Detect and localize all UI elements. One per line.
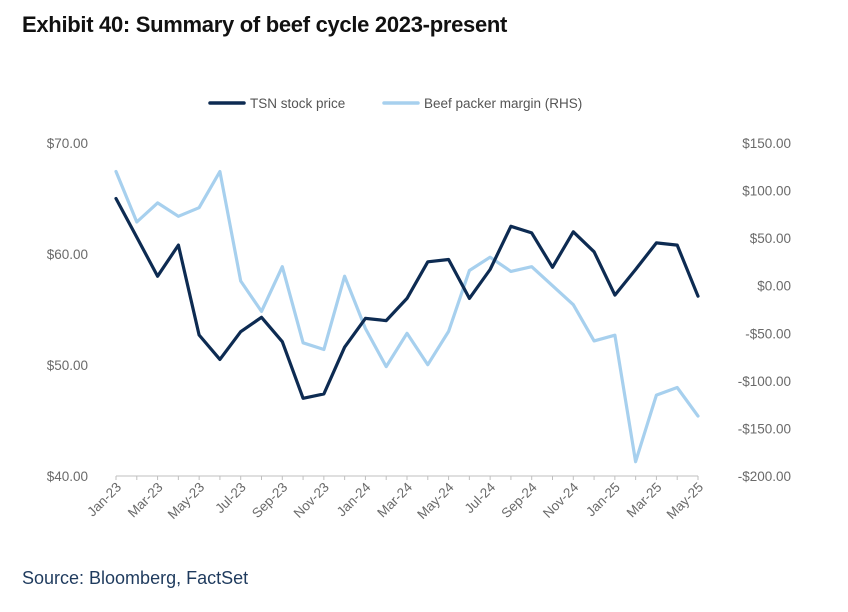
right-axis-tick-label: -$50.00: [745, 326, 791, 341]
x-axis-tick-label: Mar-23: [125, 480, 166, 521]
chart-title: Exhibit 40: Summary of beef cycle 2023-p…: [22, 12, 508, 37]
chart-legend: TSN stock price Beef packer margin (RHS): [208, 96, 582, 111]
x-axis: Jan-23 Mar-23 May-23 Jul-23 Sep-23 Nov-23 Jan-…: [84, 475, 706, 522]
right-axis-tick-label: $100.00: [742, 184, 791, 199]
source-note: Source: Bloomberg, FactSet: [22, 568, 249, 588]
x-axis-tick-label: Sep-24: [498, 479, 540, 521]
x-axis-tick-label: Jan-25: [583, 480, 623, 520]
x-axis-tick-label: Jul-23: [212, 480, 249, 517]
x-axis-tick-label: Mar-24: [374, 479, 415, 520]
x-axis-tick-label: May-23: [165, 480, 207, 522]
series-line-tsn-stock-price: [114, 196, 700, 400]
legend-item-margin-label: Beef packer margin (RHS): [424, 96, 582, 111]
right-axis-tick-label: $150.00: [742, 136, 791, 151]
x-axis-tick-label: Jan-23: [84, 480, 124, 520]
left-axis-tick-label: $40.00: [47, 469, 88, 484]
right-axis-tick-label: -$100.00: [738, 374, 791, 389]
x-axis-tick-label: May-25: [664, 480, 706, 522]
x-axis-tick-label: Sep-23: [249, 480, 290, 521]
series-group: [114, 169, 700, 464]
x-axis-tick-label: Nov-24: [540, 479, 582, 521]
x-axis-tick-label: Mar-25: [624, 480, 665, 521]
x-axis-tick-label: May-24: [414, 479, 457, 522]
left-axis-tick-label: $60.00: [47, 247, 88, 262]
right-axis-tick-label: -$200.00: [738, 469, 791, 484]
right-axis-tick-label: $50.00: [750, 231, 791, 246]
right-axis-tick-label: -$150.00: [738, 421, 791, 436]
left-y-axis: $70.00 $60.00 $50.00 $40.00: [47, 136, 88, 484]
right-axis-tick-label: $0.00: [757, 279, 791, 294]
left-axis-tick-label: $70.00: [47, 136, 88, 151]
x-axis-tick-label: Jul-24: [462, 479, 499, 516]
left-axis-tick-label: $50.00: [47, 358, 88, 373]
series-line-beef-packer-margin: [114, 169, 700, 464]
legend-item-tsn-label: TSN stock price: [250, 96, 345, 111]
right-y-axis: $150.00 $100.00 $50.00 $0.00 -$50.00 -$100.00…: [738, 136, 791, 484]
x-axis-tick-label: Jan-24: [334, 479, 374, 519]
x-axis-tick-label: Nov-23: [291, 480, 332, 521]
